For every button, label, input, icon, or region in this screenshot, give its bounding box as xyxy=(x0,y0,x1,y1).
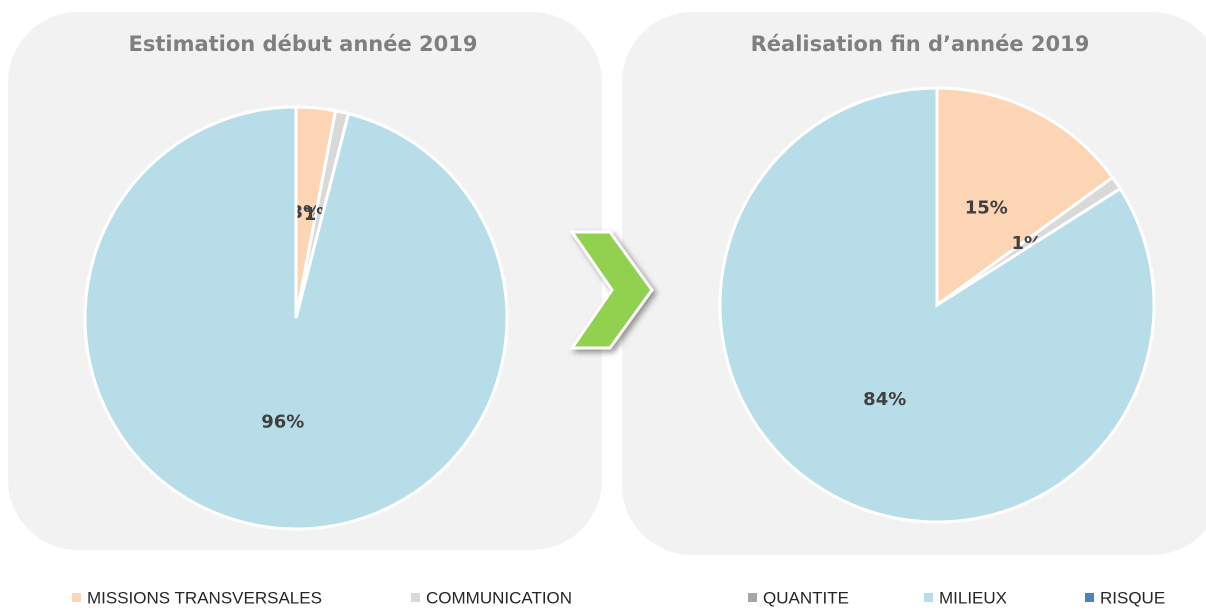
arrow xyxy=(569,230,654,350)
pie-slice xyxy=(718,86,1156,524)
pie-slice xyxy=(935,86,1115,308)
legend-swatch xyxy=(924,593,933,602)
legend-label: MILIEUX xyxy=(939,588,1007,607)
legend-label: RISQUE xyxy=(1100,588,1165,607)
chart-title: Estimation début année 2019 xyxy=(129,32,478,56)
pie-slice xyxy=(83,105,509,531)
legend-swatch xyxy=(411,593,420,602)
legend-label: COMMUNICATION xyxy=(426,588,572,607)
data-label: 96% xyxy=(261,412,304,433)
legend-label: MISSIONS TRANSVERSALES xyxy=(87,588,322,607)
data-label: 3% xyxy=(291,202,322,223)
legend-swatch xyxy=(72,593,81,602)
legend-label: QUANTITE xyxy=(763,588,849,607)
data-label: 84% xyxy=(863,389,906,410)
legend-swatch xyxy=(1085,593,1094,602)
legend-swatch xyxy=(748,593,757,602)
chart-title: Réalisation fin d’année 2019 xyxy=(751,32,1090,56)
data-label: 15% xyxy=(965,197,1008,218)
